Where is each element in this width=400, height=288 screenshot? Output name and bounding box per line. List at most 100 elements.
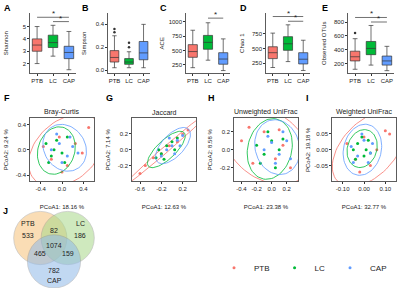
svg-text:0.0: 0.0 — [267, 186, 276, 192]
svg-text:0.10: 0.10 — [379, 186, 391, 192]
svg-text:CAP: CAP — [47, 277, 62, 284]
svg-text:D: D — [240, 3, 247, 13]
svg-text:533: 533 — [22, 232, 34, 239]
svg-text:*: * — [370, 9, 373, 18]
svg-text:*: * — [52, 9, 55, 18]
svg-text:-0.4: -0.4 — [16, 172, 27, 178]
svg-text:LC: LC — [49, 78, 57, 84]
svg-text:*: * — [287, 9, 290, 18]
svg-text:PCoA2: 9.24 %: PCoA2: 9.24 % — [3, 129, 9, 171]
svg-text:Simpson: Simpson — [81, 32, 87, 55]
svg-text:2: 2 — [23, 61, 27, 67]
svg-text:782: 782 — [48, 267, 60, 274]
svg-text:-0.2: -0.2 — [118, 163, 129, 169]
svg-text:PCoA1: 32.77 %: PCoA1: 32.77 % — [342, 204, 387, 210]
svg-text:0.00: 0.00 — [316, 147, 328, 153]
svg-text:159: 159 — [62, 250, 74, 257]
svg-text:PCoA2: 7.14 %: PCoA2: 7.14 % — [105, 129, 111, 171]
svg-text:C: C — [160, 3, 167, 13]
svg-text:0.4: 0.4 — [18, 122, 27, 128]
svg-text:PTB: PTB — [109, 78, 121, 84]
svg-text:-0.05: -0.05 — [314, 163, 328, 169]
svg-text:A: A — [4, 3, 11, 13]
svg-text:5: 5 — [23, 24, 27, 30]
svg-text:600: 600 — [334, 33, 345, 39]
svg-text:I: I — [306, 93, 309, 103]
svg-text:Chao 1: Chao 1 — [239, 33, 245, 53]
svg-text:0.05: 0.05 — [316, 131, 328, 137]
svg-text:PTB: PTB — [349, 78, 361, 84]
svg-text:0.2: 0.2 — [283, 186, 292, 192]
svg-text:500: 500 — [252, 46, 263, 52]
svg-text:0.2: 0.2 — [120, 131, 129, 137]
svg-text:0.0: 0.0 — [58, 186, 67, 192]
svg-text:PCoA1: 23.38 %: PCoA1: 23.38 % — [244, 204, 289, 210]
svg-text:G: G — [106, 93, 113, 103]
svg-text:Observed OTUs: Observed OTUs — [321, 22, 327, 65]
svg-text:Weighted UniFrac: Weighted UniFrac — [336, 108, 392, 116]
svg-text:CAP: CAP — [217, 78, 229, 84]
svg-text:CAP: CAP — [297, 78, 309, 84]
svg-text:LC: LC — [284, 78, 292, 84]
svg-text:LC: LC — [204, 78, 212, 84]
svg-text:250: 250 — [172, 62, 183, 68]
svg-text:0.0: 0.0 — [96, 67, 105, 73]
svg-text:*: * — [59, 14, 62, 23]
svg-text:0.0: 0.0 — [120, 147, 129, 153]
svg-text:LC: LC — [76, 220, 85, 227]
svg-text:750: 750 — [172, 33, 183, 39]
svg-text:J: J — [3, 206, 8, 216]
svg-text:CAP: CAP — [381, 78, 393, 84]
svg-text:H: H — [208, 93, 215, 103]
svg-text:-0.10: -0.10 — [336, 186, 350, 192]
svg-text:4: 4 — [23, 36, 27, 42]
svg-text:250: 250 — [252, 60, 263, 66]
svg-text:500: 500 — [172, 48, 183, 54]
svg-text:CAP: CAP — [137, 78, 149, 84]
svg-text:CAP: CAP — [63, 78, 75, 84]
svg-text:3: 3 — [23, 48, 27, 54]
svg-text:-0.4: -0.4 — [236, 186, 247, 192]
svg-text:*: * — [214, 10, 217, 19]
svg-text:LC: LC — [125, 78, 133, 84]
svg-text:750: 750 — [252, 31, 263, 37]
svg-text:*: * — [377, 14, 380, 23]
svg-text:-0.2: -0.2 — [220, 165, 231, 171]
svg-text:PCoA1: 12.63 %: PCoA1: 12.63 % — [142, 204, 187, 210]
svg-text:PTB: PTB — [187, 78, 199, 84]
svg-text:186: 186 — [74, 232, 86, 239]
svg-text:ACE: ACE — [159, 37, 165, 49]
svg-text:F: F — [4, 93, 10, 103]
svg-text:Shannon: Shannon — [3, 31, 9, 55]
svg-text:-0.2: -0.2 — [251, 186, 262, 192]
svg-text:0.0: 0.0 — [18, 147, 27, 153]
svg-text:*: * — [294, 13, 297, 22]
svg-text:PTB: PTB — [254, 264, 270, 273]
svg-text:0.2: 0.2 — [178, 186, 187, 192]
svg-text:1000: 1000 — [169, 19, 183, 25]
svg-text:1074: 1074 — [46, 242, 62, 249]
svg-text:0.2: 0.2 — [96, 44, 105, 50]
svg-text:LC: LC — [315, 264, 325, 273]
svg-text:400: 400 — [334, 47, 345, 53]
svg-text:PTB: PTB — [31, 78, 43, 84]
svg-text:800: 800 — [334, 19, 345, 25]
svg-text:0.2: 0.2 — [222, 129, 231, 135]
svg-text:PTB: PTB — [267, 78, 279, 84]
svg-text:0.4: 0.4 — [79, 186, 88, 192]
svg-text:82: 82 — [50, 227, 58, 234]
svg-text:-0.2: -0.2 — [156, 186, 167, 192]
svg-text:CAP: CAP — [370, 264, 386, 273]
svg-text:0.00: 0.00 — [358, 186, 370, 192]
svg-text:-0.4: -0.4 — [35, 186, 46, 192]
svg-text:B: B — [82, 3, 89, 13]
svg-text:Bray-Curtis: Bray-Curtis — [44, 108, 80, 116]
svg-text:200: 200 — [334, 61, 345, 67]
svg-text:Unweighted UniFrac: Unweighted UniFrac — [234, 108, 298, 116]
svg-text:PCoA2: 19.18 %: PCoA2: 19.18 % — [305, 127, 311, 172]
svg-text:0.0: 0.0 — [222, 147, 231, 153]
svg-text:465: 465 — [34, 250, 46, 257]
svg-text:PTB: PTB — [21, 220, 35, 227]
svg-text:E: E — [322, 3, 328, 13]
svg-text:PCoA2: 8.58 %: PCoA2: 8.58 % — [207, 129, 213, 171]
